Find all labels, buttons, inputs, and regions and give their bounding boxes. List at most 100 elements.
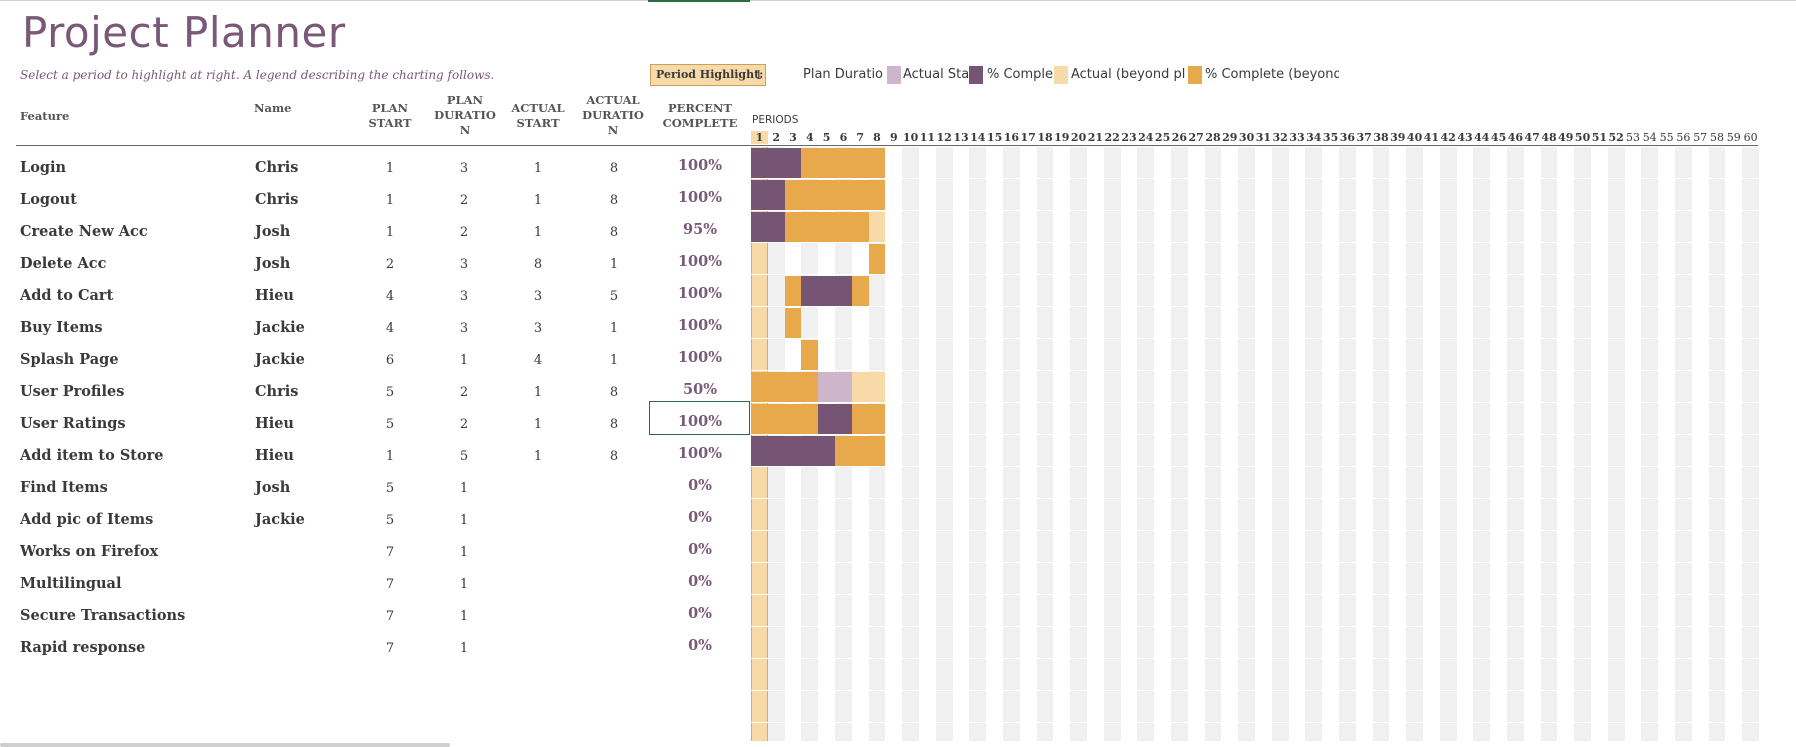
feature-cell[interactable]: Logout xyxy=(20,191,77,208)
period-number[interactable]: 2 xyxy=(772,131,781,144)
period-number[interactable]: 44 xyxy=(1474,131,1490,144)
period-number[interactable]: 32 xyxy=(1272,131,1288,144)
name-cell[interactable]: Chris xyxy=(255,159,299,176)
period-number[interactable]: 48 xyxy=(1541,131,1557,144)
period-number[interactable]: 52 xyxy=(1608,131,1624,144)
plan-duration-cell[interactable]: 3 xyxy=(459,161,469,176)
feature-cell[interactable]: Delete Acc xyxy=(20,255,107,272)
plan-start-cell[interactable]: 1 xyxy=(385,449,395,464)
percent-complete-cell[interactable]: 0% xyxy=(688,541,712,558)
period-number[interactable]: 29 xyxy=(1222,131,1238,144)
actual-start-cell[interactable]: 8 xyxy=(533,257,543,272)
actual-duration-cell[interactable]: 8 xyxy=(609,193,619,208)
plan-duration-cell[interactable]: 1 xyxy=(459,545,469,560)
period-number[interactable]: 39 xyxy=(1390,131,1406,144)
period-number[interactable]: 35 xyxy=(1322,131,1339,144)
period-number[interactable]: 33 xyxy=(1289,131,1305,144)
horizontal-scrollbar[interactable] xyxy=(0,743,450,747)
period-number[interactable]: 34 xyxy=(1306,131,1322,144)
plan-start-cell[interactable]: 6 xyxy=(385,353,395,368)
plan-start-cell[interactable]: 7 xyxy=(385,545,395,560)
period-number[interactable]: 26 xyxy=(1171,131,1188,144)
actual-start-cell[interactable]: 1 xyxy=(533,449,543,464)
period-number[interactable]: 15 xyxy=(986,131,1003,144)
actual-duration-cell[interactable]: 5 xyxy=(609,289,619,304)
period-number[interactable]: 10 xyxy=(902,131,919,144)
percent-complete-cell[interactable]: 95% xyxy=(683,221,717,238)
period-number[interactable]: 54 xyxy=(1642,131,1657,144)
period-number[interactable]: 23 xyxy=(1121,131,1137,144)
percent-complete-cell[interactable]: 100% xyxy=(677,189,723,206)
period-number[interactable]: 31 xyxy=(1255,131,1272,144)
period-number[interactable]: 27 xyxy=(1188,131,1204,144)
period-number[interactable]: 19 xyxy=(1054,131,1070,144)
plan-duration-cell[interactable]: 2 xyxy=(459,225,469,240)
actual-duration-cell[interactable]: 8 xyxy=(609,417,619,432)
feature-cell[interactable]: Secure Transactions xyxy=(20,607,186,624)
period-number[interactable]: 56 xyxy=(1676,131,1691,144)
feature-cell[interactable]: Buy Items xyxy=(20,319,103,336)
period-number[interactable]: 18 xyxy=(1037,131,1053,144)
feature-cell[interactable]: Works on Firefox xyxy=(20,543,159,560)
feature-cell[interactable]: Rapid response xyxy=(20,639,146,656)
name-cell[interactable]: Jackie xyxy=(255,319,305,336)
period-highlight-box[interactable]: Period Highlight: 1 xyxy=(650,64,766,86)
name-cell[interactable]: Jackie xyxy=(255,351,305,368)
period-number[interactable]: 12 xyxy=(936,131,952,144)
percent-complete-cell[interactable]: 0% xyxy=(688,605,712,622)
percent-complete-cell[interactable]: 100% xyxy=(677,349,723,366)
period-number[interactable]: 53 xyxy=(1625,131,1640,144)
actual-duration-cell[interactable]: 8 xyxy=(609,161,619,176)
period-number[interactable]: 21 xyxy=(1087,131,1104,144)
plan-duration-cell[interactable]: 3 xyxy=(459,321,469,336)
feature-cell[interactable]: User Profiles xyxy=(20,383,125,400)
period-number[interactable]: 14 xyxy=(970,131,986,144)
period-number[interactable]: 49 xyxy=(1558,131,1574,144)
period-number[interactable]: 9 xyxy=(889,131,898,144)
period-number[interactable]: 16 xyxy=(1003,131,1020,144)
actual-duration-cell[interactable]: 8 xyxy=(609,225,619,240)
period-number[interactable]: 57 xyxy=(1693,131,1708,144)
actual-start-cell[interactable]: 1 xyxy=(533,193,543,208)
name-cell[interactable]: Hieu xyxy=(255,447,294,464)
name-cell[interactable]: Josh xyxy=(255,479,291,496)
name-cell[interactable]: Josh xyxy=(255,255,291,272)
percent-complete-cell[interactable]: 0% xyxy=(688,573,712,590)
actual-duration-cell[interactable]: 8 xyxy=(609,385,619,400)
period-number[interactable]: 45 xyxy=(1490,131,1507,144)
percent-complete-cell[interactable]: 0% xyxy=(688,509,712,526)
actual-duration-cell[interactable]: 1 xyxy=(609,353,619,368)
period-number[interactable]: 4 xyxy=(805,131,814,144)
period-number[interactable]: 47 xyxy=(1524,131,1540,144)
percent-complete-cell[interactable]: 100% xyxy=(677,317,723,334)
period-number[interactable]: 42 xyxy=(1440,131,1456,144)
plan-duration-cell[interactable]: 1 xyxy=(459,513,469,528)
plan-duration-cell[interactable]: 1 xyxy=(459,481,469,496)
period-number[interactable]: 37 xyxy=(1356,131,1372,144)
actual-start-cell[interactable]: 4 xyxy=(533,353,543,368)
plan-duration-cell[interactable]: 2 xyxy=(459,193,469,208)
feature-cell[interactable]: User Ratings xyxy=(20,415,126,432)
period-number[interactable]: 60 xyxy=(1743,131,1758,144)
period-number[interactable]: 3 xyxy=(789,131,797,144)
feature-cell[interactable]: Add to Cart xyxy=(20,287,114,304)
period-number[interactable]: 30 xyxy=(1238,131,1255,144)
feature-cell[interactable]: Add pic of Items xyxy=(20,511,154,528)
period-number[interactable]: 46 xyxy=(1507,131,1524,144)
actual-start-cell[interactable]: 1 xyxy=(533,385,543,400)
actual-start-cell[interactable]: 3 xyxy=(533,321,543,336)
period-number[interactable]: 28 xyxy=(1205,131,1221,144)
plan-start-cell[interactable]: 7 xyxy=(385,609,395,624)
plan-duration-cell[interactable]: 1 xyxy=(459,641,469,656)
actual-start-cell[interactable]: 1 xyxy=(533,417,543,432)
plan-start-cell[interactable]: 5 xyxy=(385,481,395,496)
percent-complete-cell[interactable]: 100% xyxy=(677,253,723,270)
plan-start-cell[interactable]: 5 xyxy=(385,417,395,432)
period-number[interactable]: 25 xyxy=(1154,131,1171,144)
percent-complete-cell[interactable]: 100% xyxy=(677,285,723,302)
percent-complete-cell[interactable]: 100% xyxy=(677,413,723,430)
plan-duration-cell[interactable]: 5 xyxy=(459,449,469,464)
period-number[interactable]: 58 xyxy=(1709,131,1724,144)
period-number[interactable]: 11 xyxy=(919,131,936,144)
name-cell[interactable]: Chris xyxy=(255,191,299,208)
